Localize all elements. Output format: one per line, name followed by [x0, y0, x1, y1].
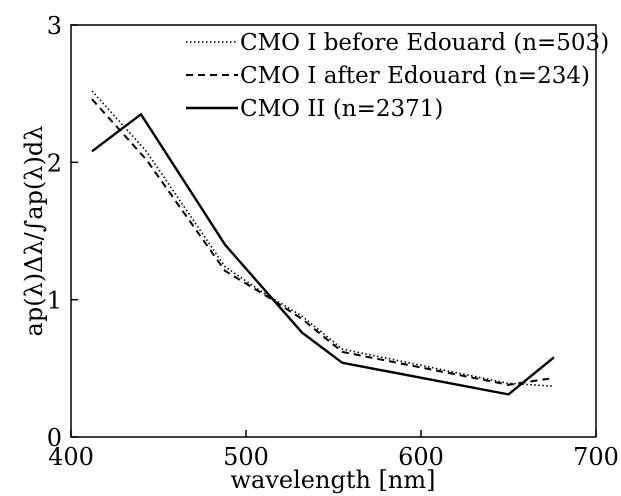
y-axis-label: ap(λ)Δλ/∫ap(λ)dλ — [20, 126, 48, 337]
x-tick-label-400: 400 — [48, 443, 94, 471]
series-line-0 — [91, 90, 555, 387]
ticks — [70, 24, 597, 438]
legend-label-2: CMO II (n=2371) — [240, 96, 443, 122]
legend: CMO I before Edouard (n=503) CMO I after … — [186, 30, 609, 122]
y-tick-label-0: 0 — [47, 424, 62, 452]
series-line-2 — [91, 112, 555, 396]
legend-label-0: CMO I before Edouard (n=503) — [240, 30, 609, 56]
y-tick-label-2: 2 — [47, 149, 62, 177]
x-tick-label-500: 500 — [223, 443, 269, 471]
legend-label-1: CMO I after Edouard (n=234) — [240, 63, 590, 89]
series-group — [91, 90, 555, 396]
plot-frame — [70, 24, 597, 438]
x-tick-label-700: 700 — [573, 443, 619, 471]
y-tick-label-1: 1 — [47, 287, 62, 315]
series-line-1 — [91, 98, 555, 386]
x-tick-label-600: 600 — [398, 443, 444, 471]
y-tick-label-3: 3 — [47, 12, 62, 40]
tick-labels: 400 500 600 700 0 1 2 3 — [47, 12, 619, 471]
x-axis-label: wavelength [nm] — [231, 466, 436, 494]
